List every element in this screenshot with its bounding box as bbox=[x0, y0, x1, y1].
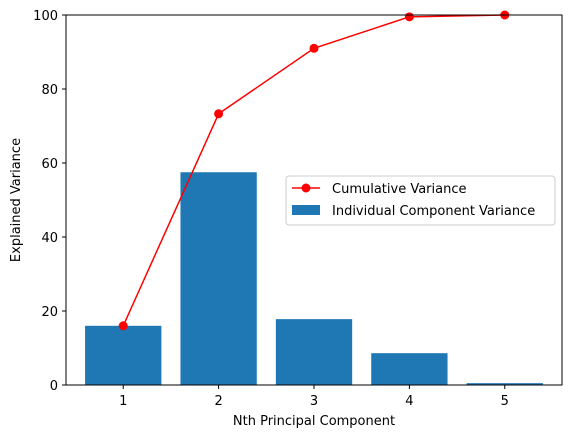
y-tick-label: 100 bbox=[33, 9, 58, 24]
bar-component-3 bbox=[275, 319, 353, 385]
x-axis-label: Nth Principal Component bbox=[233, 414, 395, 429]
bar-component-2 bbox=[180, 172, 257, 385]
legend-bar-swatch bbox=[292, 205, 320, 215]
y-tick-label: 40 bbox=[41, 231, 58, 246]
y-axis-ticks: 0 20 40 60 80 100 bbox=[33, 9, 66, 394]
bar-component-5 bbox=[466, 383, 543, 385]
legend: Cumulative Variance Individual Component… bbox=[285, 175, 556, 226]
legend-box bbox=[285, 175, 556, 226]
y-tick-label: 60 bbox=[41, 157, 58, 172]
cumulative-point-1 bbox=[118, 321, 128, 331]
cumulative-point-4 bbox=[404, 12, 414, 22]
bar-component-1 bbox=[85, 325, 162, 385]
bar-component-4 bbox=[371, 353, 448, 385]
legend-label-cumulative: Cumulative Variance bbox=[332, 182, 467, 197]
x-axis-ticks: 1 2 3 4 5 bbox=[119, 385, 509, 409]
bar-series bbox=[85, 172, 543, 385]
y-tick-label: 20 bbox=[41, 305, 58, 320]
cumulative-point-2 bbox=[214, 109, 224, 119]
x-tick-label: 4 bbox=[405, 394, 413, 409]
x-tick-label: 2 bbox=[214, 394, 222, 409]
y-axis-label: Explained Variance bbox=[9, 138, 24, 262]
x-tick-label: 1 bbox=[119, 394, 127, 409]
legend-marker-swatch bbox=[301, 183, 311, 193]
x-tick-label: 5 bbox=[501, 394, 509, 409]
legend-label-individual: Individual Component Variance bbox=[332, 204, 535, 219]
x-tick-label: 3 bbox=[310, 394, 318, 409]
y-tick-label: 80 bbox=[41, 83, 58, 98]
y-tick-label: 0 bbox=[50, 379, 58, 394]
cumulative-point-3 bbox=[309, 43, 319, 53]
